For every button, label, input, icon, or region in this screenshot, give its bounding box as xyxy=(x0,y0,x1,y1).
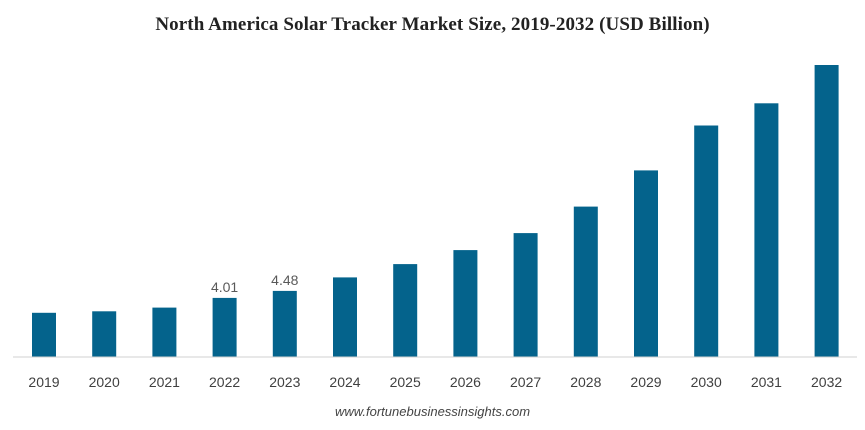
x-tick-label-2021: 2021 xyxy=(149,374,180,390)
bar-2026 xyxy=(453,250,478,357)
x-tick-label-2030: 2030 xyxy=(691,374,722,390)
x-tick-label-2026: 2026 xyxy=(450,374,481,390)
x-tick-label-2032: 2032 xyxy=(811,374,842,390)
x-tick-label-2029: 2029 xyxy=(630,374,661,390)
bar-2029 xyxy=(634,170,658,357)
x-axis-tick-labels: 2019 2020 2021 2022 2023 2024 2025 2026 2027 2028… xyxy=(28,374,842,390)
bar-2020 xyxy=(92,311,117,357)
x-tick-label-2028: 2028 xyxy=(570,374,601,390)
bar-2027 xyxy=(513,233,538,357)
x-tick-label-2025: 2025 xyxy=(390,374,421,390)
x-tick-label-2027: 2027 xyxy=(510,374,541,390)
x-tick-label-2031: 2031 xyxy=(751,374,782,390)
x-tick-label-2022: 2022 xyxy=(209,374,240,390)
data-label-2023: 4.48 xyxy=(271,272,298,288)
bar-2030 xyxy=(694,125,719,357)
data-label-2022: 4.01 xyxy=(211,279,238,295)
bar-2021 xyxy=(152,307,177,357)
x-tick-label-2020: 2020 xyxy=(89,374,120,390)
x-tick-label-2024: 2024 xyxy=(329,374,360,390)
bar-2019 xyxy=(32,312,56,357)
data-labels-group: 4.01 4.48 xyxy=(211,272,299,295)
bar-2025 xyxy=(393,264,418,357)
bar-2028 xyxy=(573,206,598,357)
bar-2022 xyxy=(212,297,237,357)
source-credit: www.fortunebusinessinsights.com xyxy=(334,404,531,419)
bar-2031 xyxy=(754,103,779,357)
bar-2032 xyxy=(814,65,839,357)
chart-title: North America Solar Tracker Market Size,… xyxy=(155,14,710,35)
bar-2024 xyxy=(333,277,357,357)
x-tick-label-2019: 2019 xyxy=(28,374,59,390)
bar-2023 xyxy=(272,290,297,357)
bars-group xyxy=(32,65,839,357)
x-tick-label-2023: 2023 xyxy=(269,374,300,390)
